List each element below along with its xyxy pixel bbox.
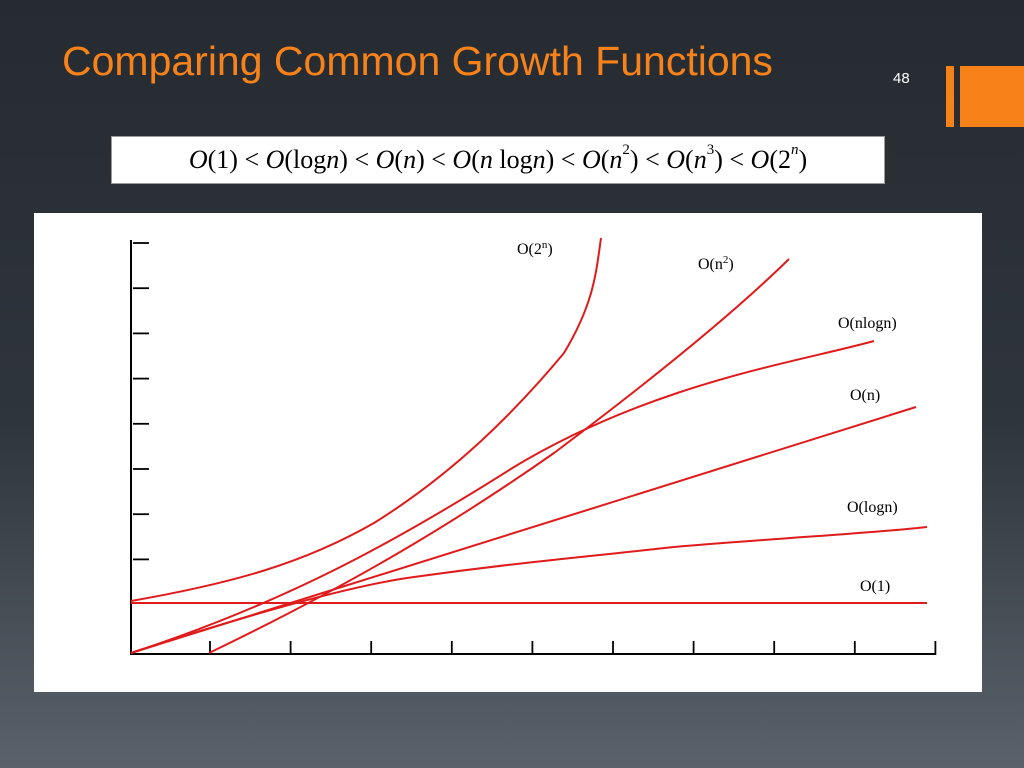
formula-part: (	[394, 145, 404, 174]
formula-exponent: 2	[622, 142, 630, 159]
formula-var: n	[693, 145, 707, 174]
complexity-formula: O(1) < O(logn) < O(n) < O(n logn) < O(n2…	[111, 136, 885, 184]
formula-part: )	[416, 145, 425, 174]
formula-separator: <	[722, 145, 751, 174]
series-label-base: O(n)	[850, 387, 880, 404]
formula-part: (	[600, 145, 610, 174]
formula-part: (1)	[207, 145, 238, 174]
formula-term: O(n)	[376, 145, 425, 174]
formula-o: O	[188, 145, 208, 174]
formula-term: O(logn)	[266, 145, 348, 174]
series-label-base: O(n	[698, 256, 723, 273]
formula-term: O(n3)	[666, 142, 723, 174]
series-label: O(n)	[850, 387, 880, 404]
series-label-exponent: 2	[723, 254, 729, 266]
formula-o: O	[375, 145, 395, 174]
formula-separator: <	[424, 145, 453, 174]
formula-separator: <	[347, 145, 376, 174]
formula-term: O(n logn)	[452, 145, 554, 174]
formula-separator: <	[237, 145, 266, 174]
growth-chart: O(1)O(logn)O(n)O(nlogn)O(n2)O(2n)	[130, 237, 937, 655]
series-label-base: O(nlogn)	[838, 315, 897, 332]
formula-exponent: n	[791, 142, 799, 159]
formula-exponent: 3	[706, 142, 715, 159]
formula-part: log	[492, 145, 533, 174]
formula-part: (	[471, 145, 480, 174]
formula-o: O	[666, 145, 686, 174]
formula-separator: <	[638, 145, 667, 174]
series-label: O(logn)	[847, 499, 898, 516]
formula-part: (log	[284, 145, 327, 174]
series-line-5	[208, 258, 790, 654]
series-line-6	[130, 237, 602, 602]
formula-content: O(1) < O(logn) < O(n) < O(n logn) < O(n2…	[189, 142, 808, 175]
formula-part: )	[339, 145, 348, 174]
formula-term: O(1)	[189, 145, 238, 174]
formula-term: O(n2)	[581, 142, 639, 174]
series-label: O(nlogn)	[838, 315, 897, 332]
formula-part: )	[798, 145, 808, 174]
formula-var: n	[532, 145, 546, 174]
series-label: O(1)	[860, 578, 890, 595]
formula-var: n	[609, 145, 623, 174]
series-label-base: O(2	[517, 241, 542, 258]
series-line-2	[130, 526, 928, 654]
formula-separator: <	[554, 145, 582, 174]
formula-part: (	[685, 145, 694, 174]
series-label-close: )	[547, 241, 552, 258]
series-line-4	[130, 340, 875, 654]
accent-bar-thick	[960, 66, 1024, 127]
slide-number: 48	[893, 70, 910, 87]
formula-o: O	[750, 145, 770, 174]
formula-part: )	[629, 145, 639, 174]
formula-o: O	[265, 145, 285, 174]
formula-part: (2	[769, 145, 791, 174]
formula-var: n	[326, 145, 340, 174]
series-label: O(n2)	[698, 254, 734, 273]
series-label-base: O(logn)	[847, 499, 898, 516]
formula-o: O	[581, 145, 601, 174]
formula-var: n	[403, 145, 417, 174]
formula-term: O(2n)	[750, 142, 808, 174]
series-label-close: )	[728, 256, 733, 273]
formula-var: n	[479, 145, 493, 174]
slide-title: Comparing Common Growth Functions	[62, 38, 773, 84]
formula-o: O	[452, 145, 472, 174]
formula-part: )	[714, 145, 723, 174]
formula-part: )	[545, 145, 555, 174]
chart-panel: O(1) O(logn) O(n) O(nlogn) O(n2) O(2n)	[34, 213, 982, 692]
accent-bar-thin	[946, 66, 954, 127]
series-label: O(2n)	[517, 239, 553, 258]
series-label-base: O(1)	[860, 578, 890, 595]
series-label-exponent: n	[542, 239, 548, 251]
series-line-3	[130, 406, 917, 654]
